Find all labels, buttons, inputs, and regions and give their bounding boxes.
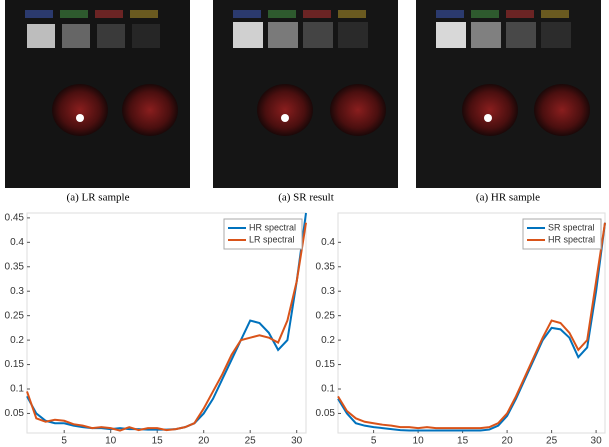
x-tick-label: 25: [546, 436, 558, 447]
y-tick-label: 0.4: [10, 237, 24, 248]
x-tick-label: 20: [502, 436, 514, 447]
x-tick-label: 30: [591, 436, 603, 447]
x-tick-label: 25: [245, 436, 257, 447]
y-tick-label: 0.3: [321, 286, 335, 297]
y-tick-label: 0.4: [321, 237, 335, 248]
plot-area: [26, 212, 307, 434]
plot-area: [337, 212, 606, 434]
line: [26, 222, 307, 432]
legend-label: SR spectral: [548, 222, 595, 232]
y-tick-label: 0.1: [321, 384, 335, 395]
image-hr: [416, 0, 601, 188]
y-tick-label: 0.05: [5, 408, 25, 419]
y-tick-label: 0.15: [5, 359, 25, 370]
caption: (a) SR result: [278, 192, 334, 204]
y-tick-label: 0.3: [10, 286, 24, 297]
x-tick-label: 5: [371, 436, 377, 447]
y-tick-label: 0.15: [316, 359, 336, 370]
y-tick-label: 0.2: [10, 335, 24, 346]
y-tick-label: 0.2: [321, 335, 335, 346]
legend-label: LR spectral: [249, 234, 295, 244]
legend-box: [223, 218, 303, 250]
y-tick-label: 0.25: [316, 310, 336, 321]
legend-box: [522, 218, 602, 250]
image-lr: [5, 0, 190, 188]
x-tick-label: 5: [61, 436, 67, 447]
image-sr: [213, 0, 398, 188]
legend-label: HR spectral: [548, 234, 595, 244]
legend-label: HR spectral: [249, 222, 296, 232]
caption: (a) HR sample: [476, 192, 540, 204]
x-tick-label: 20: [198, 436, 210, 447]
y-tick-label: 0.05: [316, 408, 336, 419]
x-tick-label: 15: [457, 436, 469, 447]
line: [337, 222, 606, 432]
y-tick-label: 0.1: [10, 384, 24, 395]
x-tick-label: 15: [152, 436, 164, 447]
y-tick-label: 0.35: [316, 261, 336, 272]
y-tick-label: 0.25: [5, 310, 25, 321]
caption: (a) LR sample: [67, 192, 130, 204]
line: [337, 222, 606, 430]
x-tick-label: 10: [413, 436, 425, 447]
y-tick-label: 0.35: [5, 261, 25, 272]
x-tick-label: 10: [105, 436, 117, 447]
y-tick-label: 0.45: [5, 213, 25, 224]
x-tick-label: 30: [291, 436, 303, 447]
